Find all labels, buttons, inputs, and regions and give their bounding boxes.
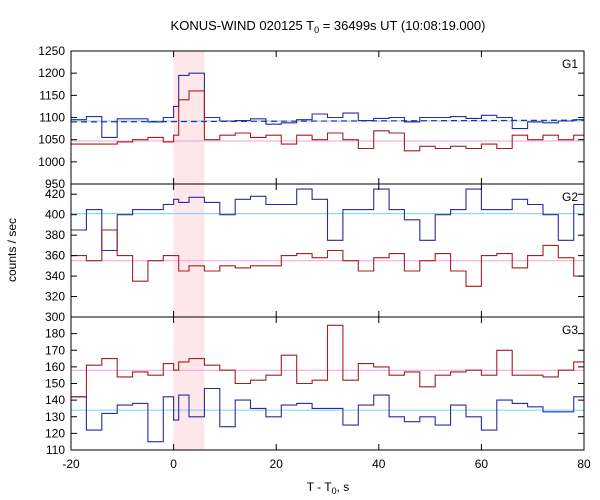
y-tick-label: 1050 xyxy=(38,133,65,147)
y-tick-label: 140 xyxy=(45,393,65,407)
chart-title: KONUS-WIND 020125 T0 = 36499s UT (10:08:… xyxy=(171,18,486,35)
y-tick-label: 130 xyxy=(45,410,65,424)
y-tick-label: 320 xyxy=(45,290,65,304)
x-tick-label: 60 xyxy=(475,457,489,471)
series-red-step-line xyxy=(71,90,584,152)
series-blue-step-line xyxy=(71,387,584,443)
x-tick-label: 40 xyxy=(372,457,386,471)
y-tick-label: 300 xyxy=(45,310,65,324)
y-tick-label: 400 xyxy=(45,208,65,222)
panel-g1: 950 1000 1050 1100 1150 1200 1250 G1 xyxy=(38,44,585,191)
y-axis-label: counts / sec xyxy=(5,218,19,282)
series-blue-step-line xyxy=(71,188,584,252)
y-tick-label: 360 xyxy=(45,249,65,263)
y-tick-label: 1250 xyxy=(38,44,65,58)
x-tick-label: 20 xyxy=(270,457,284,471)
series-red-step-line xyxy=(71,324,584,398)
y-tick-label: 120 xyxy=(45,426,65,440)
panel-g3: 110 120 130 140 150 160 170 180 G3 xyxy=(45,316,585,457)
series-blue-step-line xyxy=(71,72,584,138)
panel-label-g3: G3 xyxy=(562,323,578,337)
y-tick-label: 160 xyxy=(45,360,65,374)
y-tick-label: 170 xyxy=(45,343,65,357)
y-tick-label: 950 xyxy=(45,177,65,191)
x-tick-label: 80 xyxy=(577,457,591,471)
y-tick-label: 380 xyxy=(45,228,65,242)
panel-label-g1: G1 xyxy=(562,57,578,71)
y-tick-label: 1100 xyxy=(39,111,65,125)
x-axis-label: T - T0, s xyxy=(307,480,350,496)
y-tick-label: 110 xyxy=(46,443,65,457)
x-tick-label: 0 xyxy=(170,457,177,471)
panel-g2: 300 320 340 360 380 400 420 G2 xyxy=(45,183,585,324)
y-tick-label: 1200 xyxy=(38,66,65,80)
y-tick-label: 1150 xyxy=(39,88,65,102)
y-tick-label: 420 xyxy=(45,187,65,201)
series-red-step-line xyxy=(71,229,584,287)
y-tick-label: 1000 xyxy=(38,155,65,169)
plot-area: 950100010501100115012001250G130032034036… xyxy=(38,44,591,471)
x-tick-label: -20 xyxy=(62,457,80,471)
y-tick-label: 150 xyxy=(45,377,65,391)
panel-label-g2: G2 xyxy=(562,190,578,204)
y-tick-label: 180 xyxy=(45,327,65,341)
y-tick-label: 340 xyxy=(45,269,65,283)
